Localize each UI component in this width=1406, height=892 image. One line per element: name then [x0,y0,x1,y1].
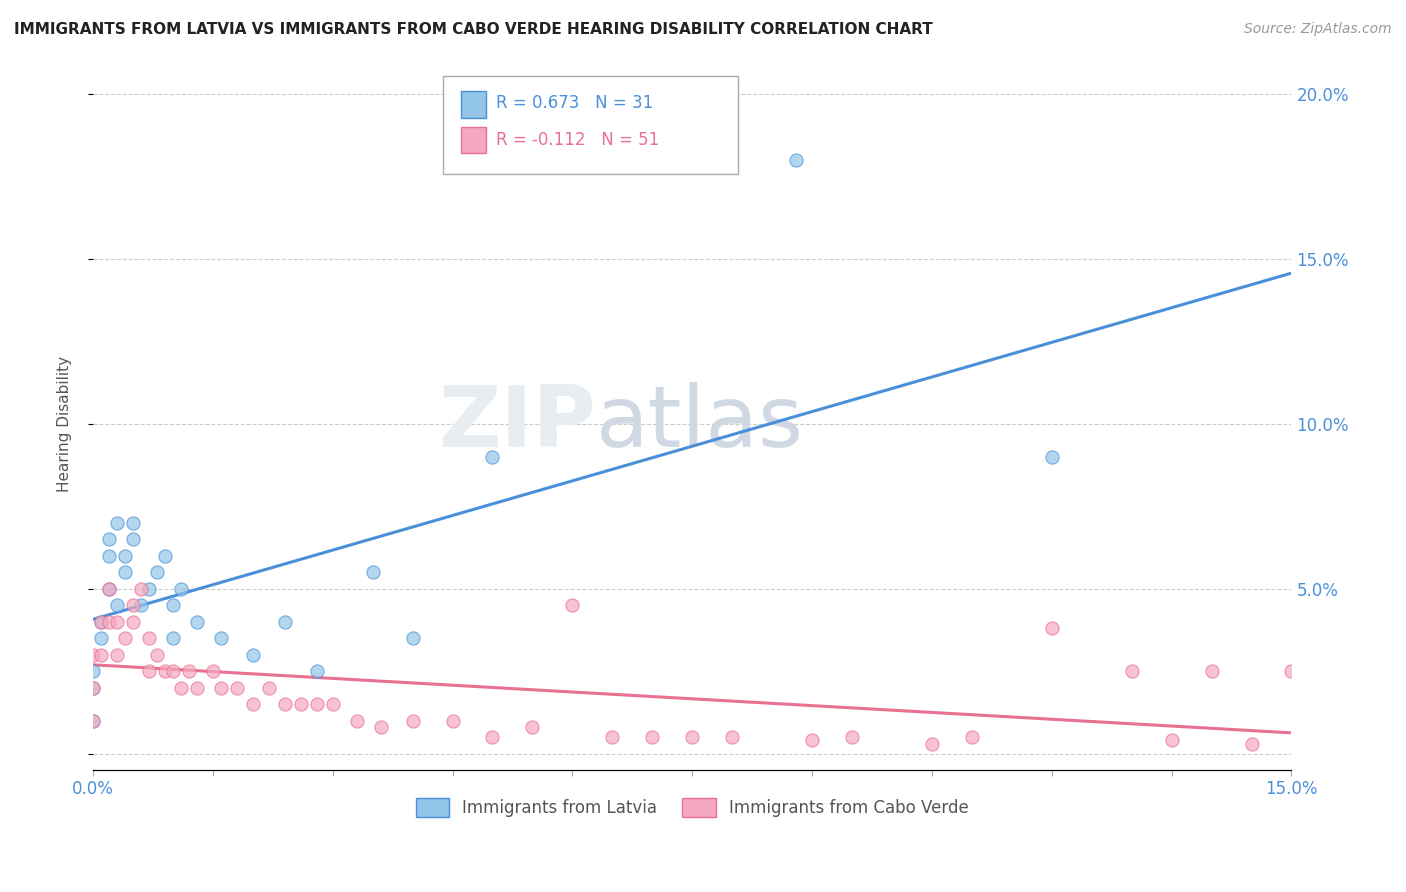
Point [122,598,145,612]
Text: atlas: atlas [596,382,804,466]
Point [170,681,193,695]
Point [305,697,328,711]
Point [274,615,297,629]
Point [90,631,112,645]
Point [105,615,128,629]
Point [153,664,176,678]
Point [138,664,160,678]
Point [257,681,280,695]
Point [481,730,503,744]
Point [90,615,112,629]
Point [441,714,464,728]
Point [82,648,104,662]
Point [98,615,121,629]
Point [177,664,200,678]
Point [305,664,328,678]
Point [122,532,145,546]
Point [122,615,145,629]
Point [1201,664,1223,678]
Point [122,516,145,530]
Point [322,697,344,711]
Point [242,648,264,662]
Point [481,450,503,464]
Point [162,631,184,645]
Point [114,565,136,579]
Point [346,714,368,728]
Point [98,582,121,596]
Point [209,681,232,695]
Point [82,664,104,678]
Point [225,681,247,695]
Point [114,631,136,645]
Point [146,565,169,579]
Point [138,631,160,645]
Point [82,714,104,728]
Point [98,582,121,596]
Point [242,697,264,711]
Point [186,681,208,695]
Point [82,714,104,728]
Point [98,549,121,563]
Point [401,714,423,728]
Point [641,730,664,744]
Point [162,664,184,678]
Point [290,697,312,711]
Point [721,730,744,744]
Point [90,615,112,629]
Point [1121,664,1143,678]
Text: R = -0.112   N = 51: R = -0.112 N = 51 [496,131,659,149]
Point [921,737,943,751]
Point [105,598,128,612]
Point [105,648,128,662]
Point [785,153,807,167]
Point [129,598,152,612]
Text: R = 0.673   N = 31: R = 0.673 N = 31 [496,95,654,112]
Point [153,549,176,563]
Point [1040,450,1063,464]
Y-axis label: Hearing Disability: Hearing Disability [58,356,72,491]
Point [129,582,152,596]
Point [105,516,128,530]
Point [146,648,169,662]
Point [841,730,863,744]
Point [960,730,983,744]
Point [98,532,121,546]
Point [1281,664,1303,678]
Point [138,582,160,596]
Point [82,681,104,695]
Legend: Immigrants from Latvia, Immigrants from Cabo Verde: Immigrants from Latvia, Immigrants from … [409,791,976,824]
Point [522,720,544,734]
Point [602,730,624,744]
Point [82,681,104,695]
Point [114,549,136,563]
Point [361,565,384,579]
Point [561,598,583,612]
Point [90,648,112,662]
Point [201,664,224,678]
Text: ZIP: ZIP [439,382,596,466]
Point [801,733,824,747]
Point [170,582,193,596]
Point [162,598,184,612]
Text: IMMIGRANTS FROM LATVIA VS IMMIGRANTS FROM CABO VERDE HEARING DISABILITY CORRELAT: IMMIGRANTS FROM LATVIA VS IMMIGRANTS FRO… [14,22,932,37]
Point [209,631,232,645]
Point [1240,737,1263,751]
Point [401,631,423,645]
Point [681,730,703,744]
Point [1040,621,1063,635]
Point [274,697,297,711]
Text: Source: ZipAtlas.com: Source: ZipAtlas.com [1244,22,1392,37]
Point [1160,733,1182,747]
Point [370,720,392,734]
Point [186,615,208,629]
